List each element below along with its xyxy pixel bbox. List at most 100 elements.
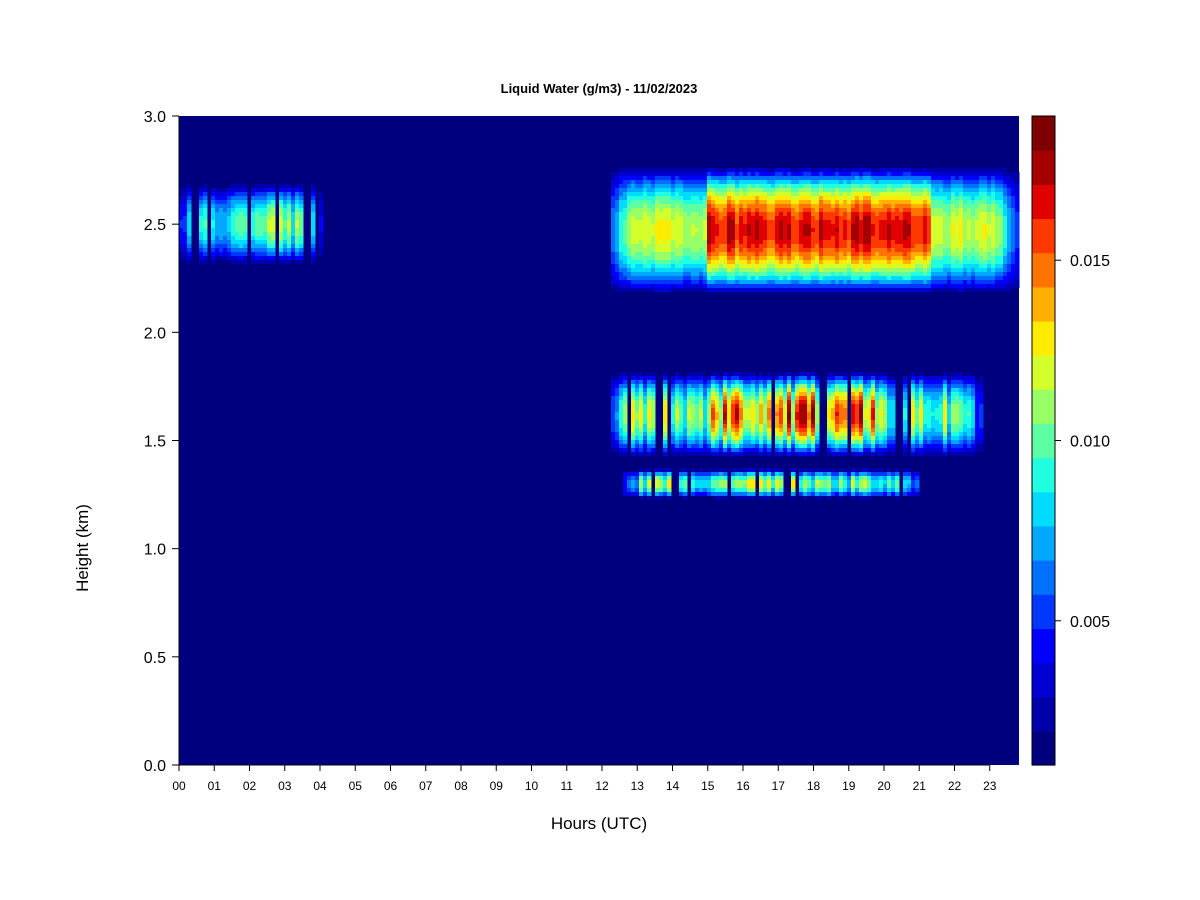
heatmap-cell [719,200,724,204]
heatmap-cell [943,176,948,180]
heatmap-cell [939,452,944,456]
heatmap-cell [811,196,816,200]
heatmap-cell [1003,204,1008,216]
heatmap-cell [739,264,744,268]
heatmap-cell [1011,208,1016,252]
heatmap-cell [267,220,272,232]
heatmap-cell [911,480,916,488]
heatmap-cell [699,216,704,248]
heatmap-cell [255,236,260,240]
heatmap-cell [931,388,936,392]
heatmap-cell [651,180,656,184]
heatmap-cell [867,428,872,432]
heatmap-cell [727,452,732,456]
heatmap-cell [915,200,920,204]
heatmap-cell [691,424,696,432]
heatmap-cell [783,264,788,268]
heatmap-cell [775,280,780,284]
heatmap-cell [895,168,900,172]
heatmap-cell [787,400,792,404]
heatmap-cell [927,392,932,396]
heatmap-cell [847,256,852,260]
heatmap-cell [751,256,756,260]
heatmap-cell [715,440,720,444]
heatmap-cell [723,424,728,428]
heatmap-cell [647,172,652,176]
heatmap-cell [915,448,920,452]
heatmap-cell [795,376,800,380]
heatmap-cell [687,280,692,284]
heatmap-cell [951,452,956,456]
heatmap-cell [707,264,712,268]
heatmap-cell [735,488,740,492]
heatmap-cell [771,280,776,284]
heatmap-cell [631,276,636,280]
heatmap-cell [711,208,716,216]
heatmap-cell [927,376,932,380]
heatmap-cell [835,248,840,252]
heatmap-cell [743,468,748,472]
heatmap-cell [727,280,732,284]
heatmap-cell [911,268,916,272]
heatmap-cell [267,236,272,244]
heatmap-cell [875,488,880,492]
heatmap-cell [827,388,832,392]
heatmap-cell [919,188,924,192]
heatmap-cell [955,276,960,280]
heatmap-cell [803,480,808,488]
heatmap-cell [751,268,756,272]
heatmap-cell [763,380,768,384]
heatmap-cell [899,168,904,172]
heatmap-cell [807,488,812,492]
heatmap-cell [715,224,720,236]
heatmap-cell [667,488,672,492]
heatmap-cell [763,176,768,180]
heatmap-cell [867,388,872,392]
heatmap-cell [695,480,700,488]
heatmap-cell [811,492,816,496]
heatmap-cell [791,280,796,284]
heatmap-cell [975,384,980,392]
heatmap-cell [775,192,780,196]
heatmap-cell [735,268,740,272]
heatmap-cell [859,280,864,284]
heatmap-cell [667,260,672,264]
heatmap-cell [915,252,920,256]
heatmap-cell [287,220,292,232]
heatmap-cell [827,496,832,500]
heatmap-cell [967,416,972,428]
heatmap-cell [811,200,816,204]
heatmap-cell [859,256,864,260]
heatmap-cell [779,428,784,432]
heatmap-cell [691,268,696,276]
heatmap-cell [715,380,720,384]
heatmap-cell [775,384,780,388]
heatmap-cell [775,260,780,264]
colorbar-swatch [1032,662,1055,698]
heatmap-cell [775,200,780,204]
heatmap-cell [795,184,800,188]
heatmap-cell [823,468,828,472]
heatmap-cell [919,200,924,204]
heatmap-cell [699,248,704,256]
heatmap-cell [843,212,848,220]
heatmap-cell [727,288,732,292]
heatmap-cell [959,400,964,428]
heatmap-cell [875,444,880,448]
heatmap-cell [759,380,764,384]
heatmap-cell [963,272,968,280]
heatmap-cell [863,184,868,188]
heatmap-cell [855,440,860,444]
heatmap-cell [787,412,792,420]
heatmap-cell [787,440,792,444]
heatmap-cell [695,452,700,456]
heatmap-cell [871,380,876,384]
heatmap-cell [847,240,852,252]
heatmap-cell [711,264,716,268]
heatmap-cell [231,252,236,256]
heatmap-cell [807,176,812,180]
heatmap-cell [679,388,684,392]
heatmap-cell [943,440,948,444]
heatmap-cell [887,188,892,192]
heatmap-cell [827,480,832,488]
